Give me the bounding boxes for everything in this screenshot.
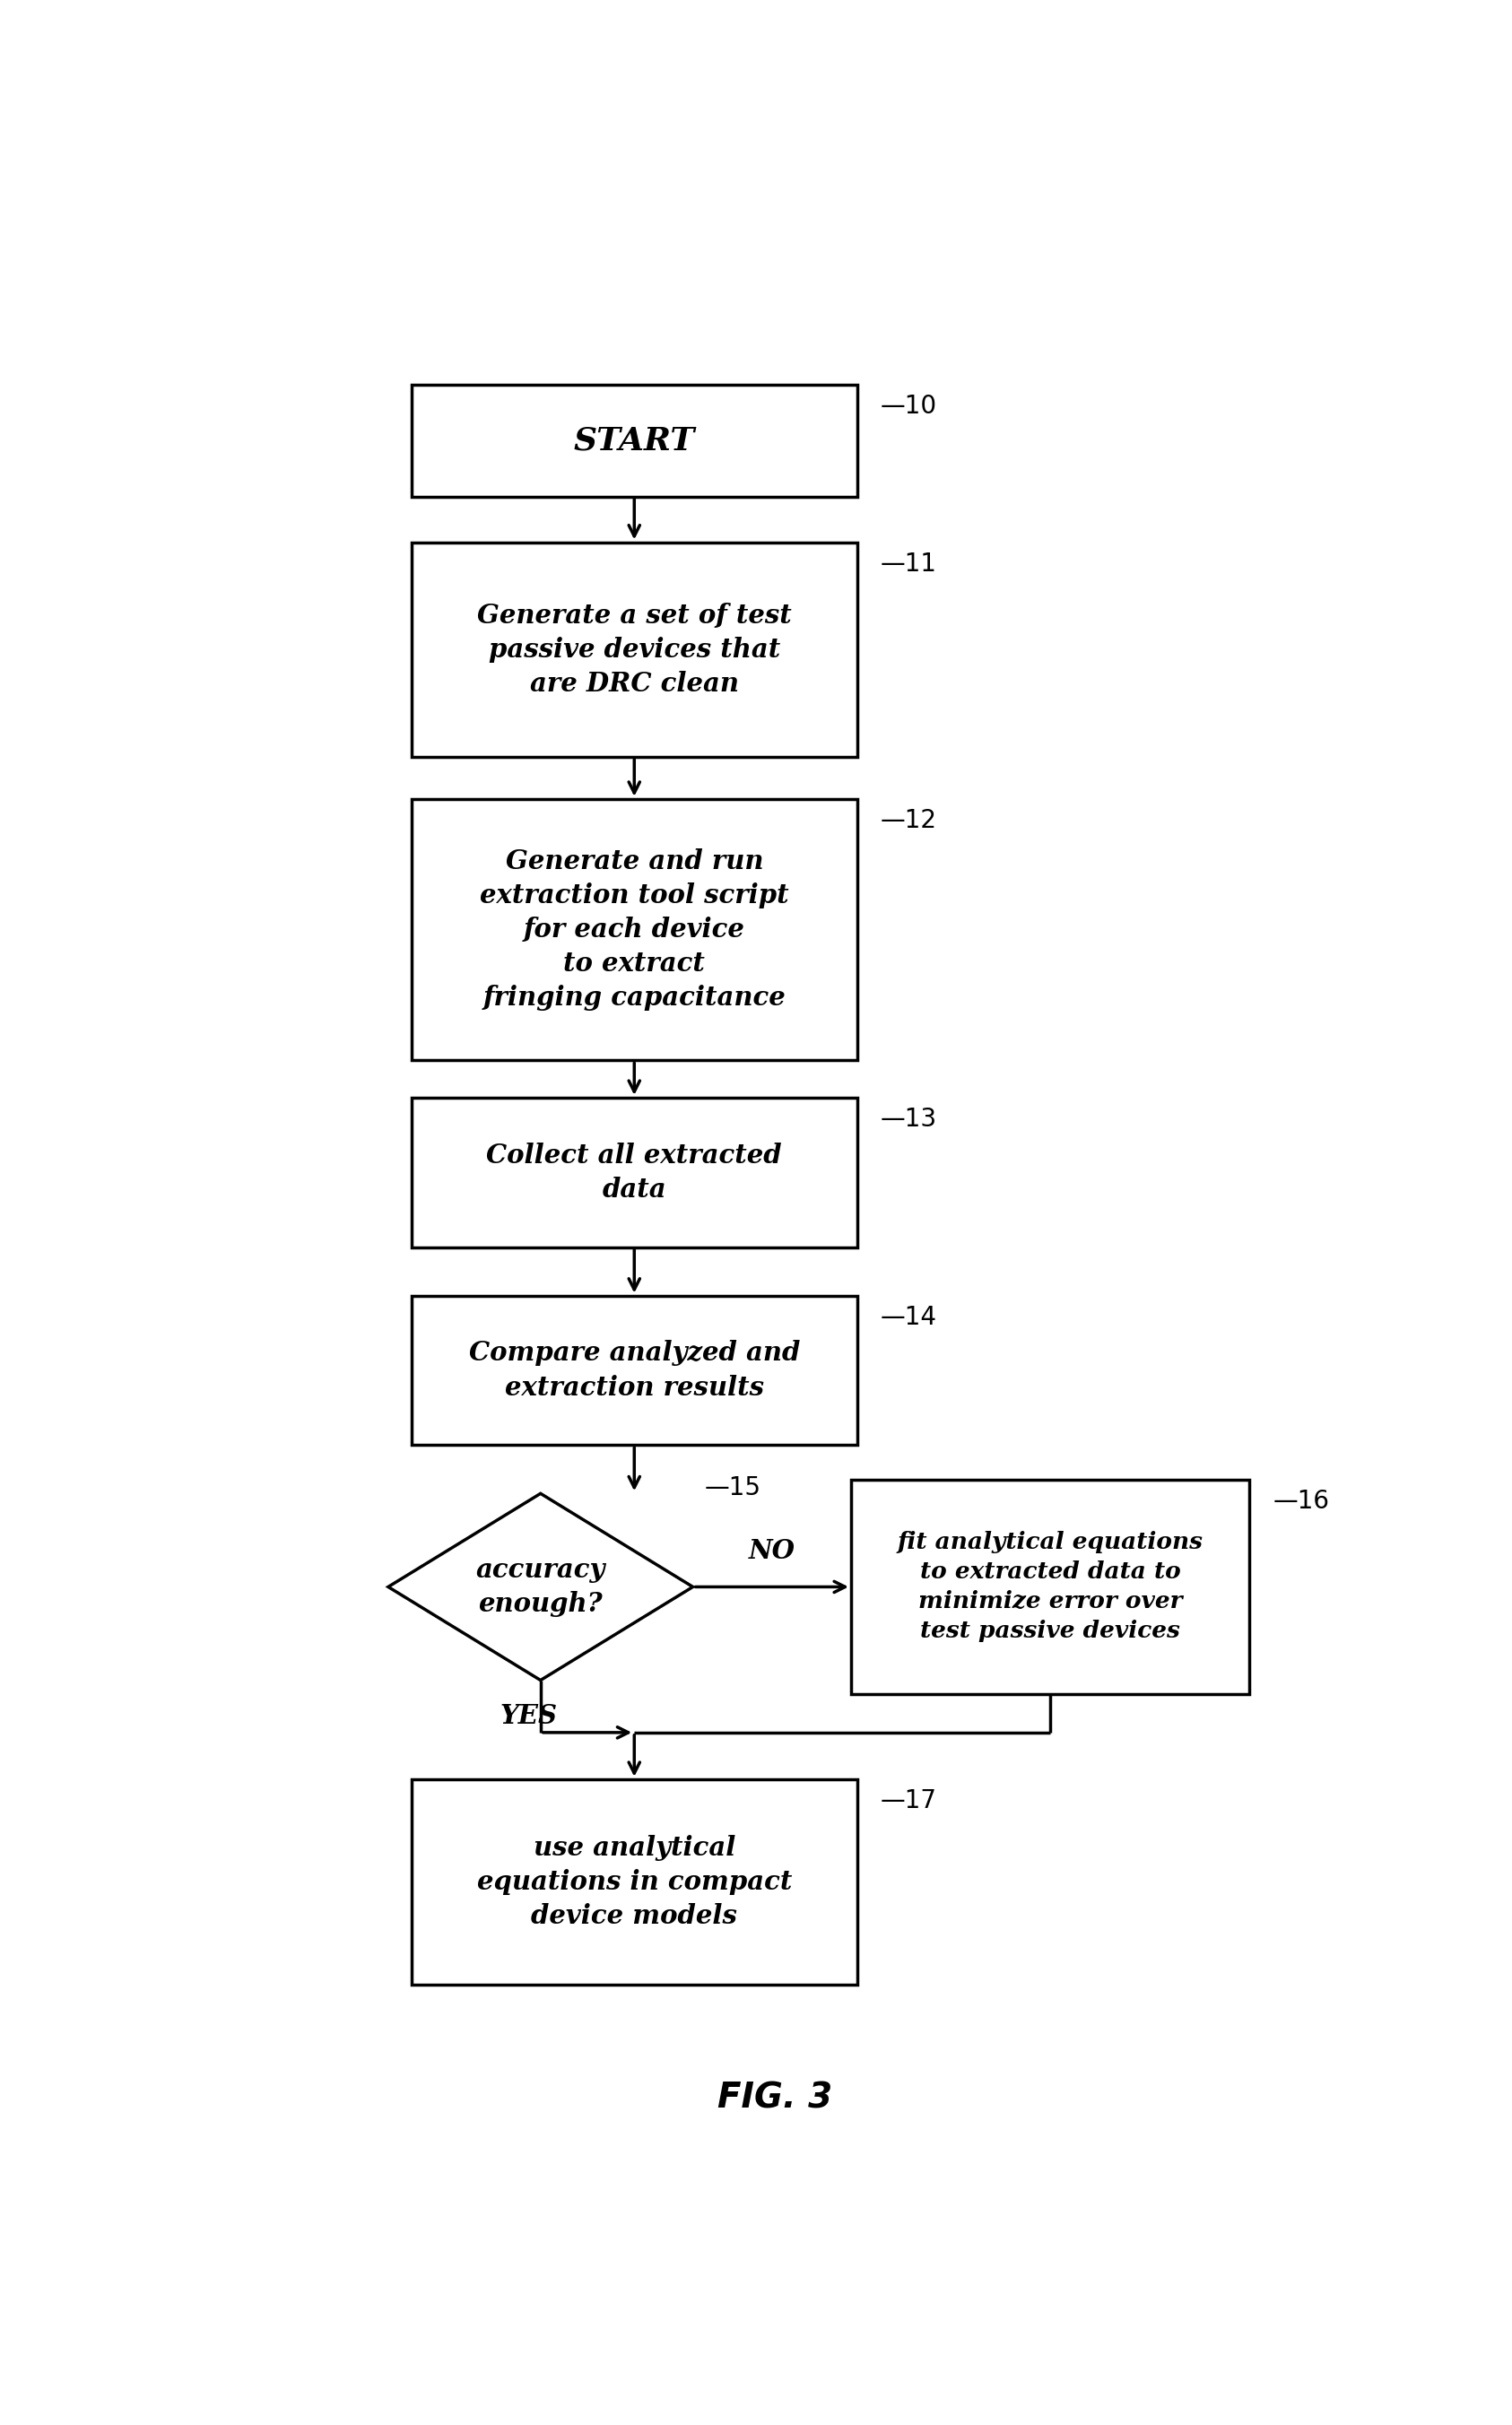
Bar bbox=[411, 1295, 857, 1445]
Bar bbox=[411, 1099, 857, 1246]
Text: —15: —15 bbox=[705, 1474, 761, 1501]
Text: accuracy
enough?: accuracy enough? bbox=[476, 1557, 605, 1617]
Text: FIG. 3: FIG. 3 bbox=[718, 2081, 832, 2115]
Text: START: START bbox=[573, 424, 696, 456]
Text: fit analytical equations
to extracted data to
minimize error over
test passive d: fit analytical equations to extracted da… bbox=[897, 1530, 1204, 1642]
Text: —13: —13 bbox=[880, 1106, 937, 1132]
Text: —16: —16 bbox=[1273, 1489, 1329, 1513]
Bar bbox=[411, 798, 857, 1060]
Text: Collect all extracted
data: Collect all extracted data bbox=[487, 1142, 782, 1203]
Text: YES: YES bbox=[500, 1702, 558, 1729]
Text: Compare analyzed and
extraction results: Compare analyzed and extraction results bbox=[469, 1341, 800, 1399]
Polygon shape bbox=[389, 1494, 692, 1681]
Text: use analytical
equations in compact
device models: use analytical equations in compact devi… bbox=[476, 1836, 792, 1930]
Bar bbox=[411, 543, 857, 757]
Text: NO: NO bbox=[748, 1537, 795, 1564]
Text: —14: —14 bbox=[880, 1305, 937, 1329]
Text: —12: —12 bbox=[880, 808, 937, 834]
Text: —11: —11 bbox=[880, 550, 937, 577]
Text: Generate a set of test
passive devices that
are DRC clean: Generate a set of test passive devices t… bbox=[476, 601, 792, 696]
Text: —10: —10 bbox=[880, 393, 937, 420]
Text: Generate and run
extraction tool script
for each device
to extract
fringing capa: Generate and run extraction tool script … bbox=[479, 849, 789, 1011]
Bar bbox=[411, 1780, 857, 1984]
Bar bbox=[411, 386, 857, 497]
Bar bbox=[851, 1479, 1249, 1695]
Text: —17: —17 bbox=[880, 1790, 937, 1814]
